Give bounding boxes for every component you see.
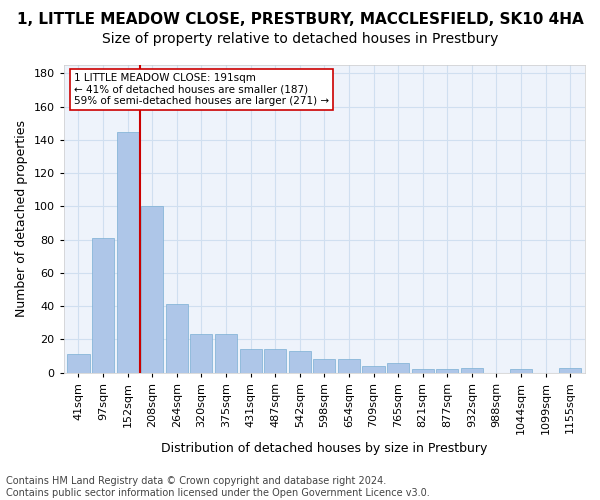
Y-axis label: Number of detached properties: Number of detached properties (15, 120, 28, 318)
Bar (387, 362, 409, 372)
Bar (264, 350, 286, 372)
Bar (92, 238, 114, 372)
Bar (412, 370, 434, 372)
Text: Size of property relative to detached houses in Prestbury: Size of property relative to detached ho… (102, 32, 498, 46)
Bar (461, 368, 483, 372)
Bar (338, 360, 360, 372)
Bar (436, 370, 458, 372)
Bar (166, 304, 188, 372)
X-axis label: Distribution of detached houses by size in Prestbury: Distribution of detached houses by size … (161, 442, 488, 455)
Bar (116, 132, 139, 372)
Bar (289, 351, 311, 372)
Bar (313, 360, 335, 372)
Bar (215, 334, 237, 372)
Bar (67, 354, 89, 372)
Text: 1 LITTLE MEADOW CLOSE: 191sqm
← 41% of detached houses are smaller (187)
59% of : 1 LITTLE MEADOW CLOSE: 191sqm ← 41% of d… (74, 72, 329, 106)
Bar (362, 366, 385, 372)
Bar (559, 368, 581, 372)
Text: 1, LITTLE MEADOW CLOSE, PRESTBURY, MACCLESFIELD, SK10 4HA: 1, LITTLE MEADOW CLOSE, PRESTBURY, MACCL… (17, 12, 583, 28)
Bar (190, 334, 212, 372)
Bar (141, 206, 163, 372)
Text: Contains HM Land Registry data © Crown copyright and database right 2024.
Contai: Contains HM Land Registry data © Crown c… (6, 476, 430, 498)
Bar (510, 370, 532, 372)
Bar (239, 350, 262, 372)
